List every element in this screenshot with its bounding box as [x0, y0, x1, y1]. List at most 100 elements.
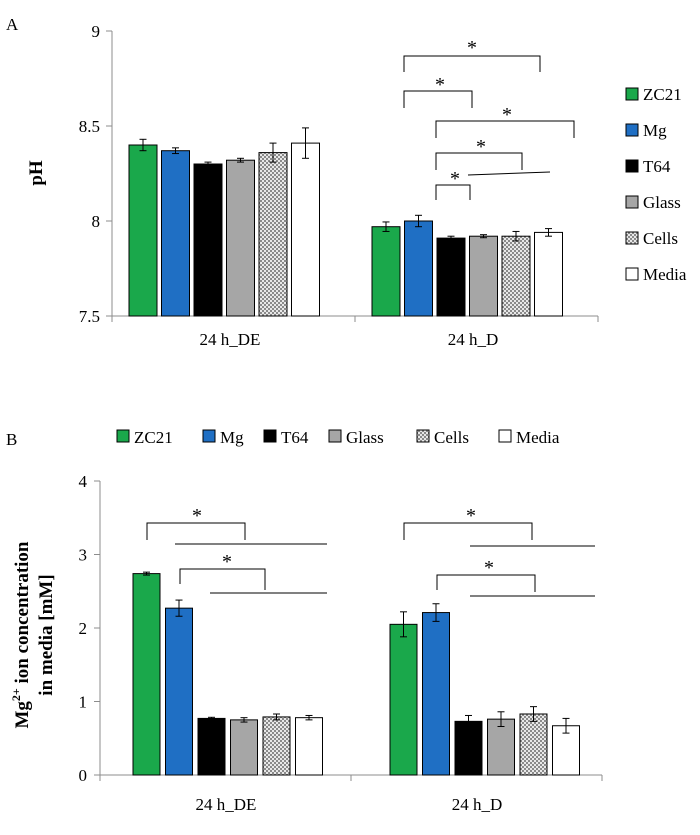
bar-zc21-2	[371, 226, 401, 317]
panel-a-y-ticks: 7.5 8 8.5 9	[79, 22, 112, 326]
significance-star: *	[476, 136, 486, 158]
bar-media-1	[291, 142, 320, 317]
legend-swatch	[263, 429, 277, 443]
error-bar-zc21-2	[382, 221, 390, 232]
legend-item-cells: Cells	[625, 229, 678, 248]
bar-media-2	[534, 231, 563, 317]
panel-a-x-ticks: 24 h_DE 24 h_D	[111, 316, 599, 349]
legend-swatch	[625, 159, 639, 173]
significance-bracket	[436, 574, 536, 592]
legend-label: Glass	[346, 428, 384, 447]
bar-media-1	[295, 717, 323, 776]
error-bar-t64-2	[465, 714, 472, 728]
legend-item-glass: Glass	[625, 193, 681, 212]
legend-item-mg: Mg	[202, 428, 244, 447]
legend-label: ZC21	[134, 428, 173, 447]
error-bar-zc21-2	[400, 611, 407, 638]
error-bar-zc21-1	[143, 571, 150, 576]
panel-b-bars	[132, 571, 580, 776]
panel-a-y-tick-label: 8.5	[79, 117, 100, 136]
legend-label: Mg	[643, 121, 667, 140]
bar-t64-2	[454, 720, 483, 776]
panel-b-x-tick-label: 24 h_D	[452, 795, 503, 814]
bar-mg-1	[165, 607, 193, 776]
error-bar-media-2	[545, 228, 552, 237]
bar-cells-1	[258, 152, 288, 317]
panel-a-significance: * * * * *	[403, 37, 575, 200]
error-bar-t64-1	[204, 161, 212, 167]
panel-b-y-tick-label: 3	[79, 546, 88, 565]
legend-label: Media	[643, 265, 687, 284]
significance-bracket	[403, 522, 533, 540]
error-bar-glass-2	[480, 234, 487, 239]
panel-b-y-axis-title-line2: in media [mM]	[36, 574, 57, 695]
panel-b-y-axis-title-sup: 2+	[9, 688, 23, 701]
bar-cells-1	[262, 716, 291, 776]
significance-star: *	[435, 74, 445, 96]
bar-t64-1	[197, 717, 226, 776]
significance-star: *	[450, 168, 460, 190]
legend-swatch	[625, 267, 639, 281]
bar-mg-2	[404, 220, 433, 317]
panel-a-y-tick-label: 7.5	[79, 307, 100, 326]
error-bar-t64-1	[208, 716, 215, 721]
legend-label: T64	[643, 157, 671, 176]
bar-t64-1	[193, 163, 223, 317]
error-bar-mg-2	[432, 603, 440, 622]
significance-star: *	[467, 37, 477, 59]
bar-glass-1	[230, 719, 258, 776]
error-bar-media-2	[562, 717, 570, 734]
legend-item-t64: T64	[625, 157, 671, 176]
legend-swatch	[328, 429, 342, 443]
error-bar-glass-1	[237, 157, 244, 163]
legend-swatch	[116, 429, 130, 443]
error-bar-glass-2	[497, 711, 505, 727]
bar-cells-2	[519, 713, 548, 776]
legend-swatch	[202, 429, 216, 443]
error-bar-zc21-1	[139, 138, 147, 152]
legend-label: Glass	[643, 193, 681, 212]
error-bar-cells-2	[512, 230, 520, 242]
panel-b-y-axis-title-rest: ion concentration	[12, 541, 33, 688]
significance-bracket	[403, 55, 541, 72]
significance-star: *	[484, 557, 494, 579]
bar-glass-1	[226, 159, 255, 317]
bar-cells-2	[501, 235, 531, 317]
error-bar-mg-2	[415, 214, 422, 228]
panel-b-y-tick-label: 0	[79, 766, 88, 785]
panel-a-x-tick-label: 24 h_D	[448, 330, 499, 349]
bar-zc21-2	[389, 623, 418, 776]
significance-bracket	[435, 152, 523, 170]
error-bar-cells-1	[269, 142, 277, 163]
legend-swatch	[625, 123, 639, 137]
panel-a: A pH 7.5 8 8.5 9 24 h_DE 24 h_D	[6, 15, 687, 349]
bar-t64-2	[436, 237, 466, 317]
legend-item-glass: Glass	[328, 428, 384, 447]
significance-bracket	[467, 171, 551, 176]
bar-zc21-1	[128, 144, 158, 317]
bar-glass-2	[487, 718, 515, 776]
panel-b-y-axis-title: Mg2+ ion concentration	[9, 541, 33, 728]
bar-media-2	[552, 725, 580, 776]
legend-swatch	[416, 429, 430, 443]
legend-label: Mg	[220, 428, 244, 447]
panel-b-legend: ZC21 Mg T64 Glass Cells Media	[116, 428, 560, 447]
legend-item-zc21: ZC21	[625, 85, 682, 104]
legend-label: ZC21	[643, 85, 682, 104]
significance-star: *	[466, 505, 476, 527]
legend-swatch	[625, 195, 639, 209]
significance-bracket	[403, 90, 473, 108]
panel-b-x-ticks: 24 h_DE 24 h_D	[99, 775, 603, 814]
bar-zc21-1	[132, 573, 161, 776]
panel-b-y-tick-label: 4	[79, 472, 88, 491]
error-bar-cells-1	[273, 713, 280, 721]
significance-bracket	[146, 522, 246, 540]
panel-a-y-tick-label: 9	[92, 22, 101, 41]
panel-b-y-tick-label: 2	[79, 619, 88, 638]
error-bar-cells-2	[530, 706, 537, 722]
panel-a-x-tick-label: 24 h_DE	[200, 330, 261, 349]
panel-b-y-axis-title-main: Mg	[12, 701, 33, 729]
legend-item-media: Media	[625, 265, 687, 284]
significance-star: *	[502, 104, 512, 126]
panel-a-legend: ZC21 Mg T64 Glass Cells Media	[625, 85, 687, 284]
